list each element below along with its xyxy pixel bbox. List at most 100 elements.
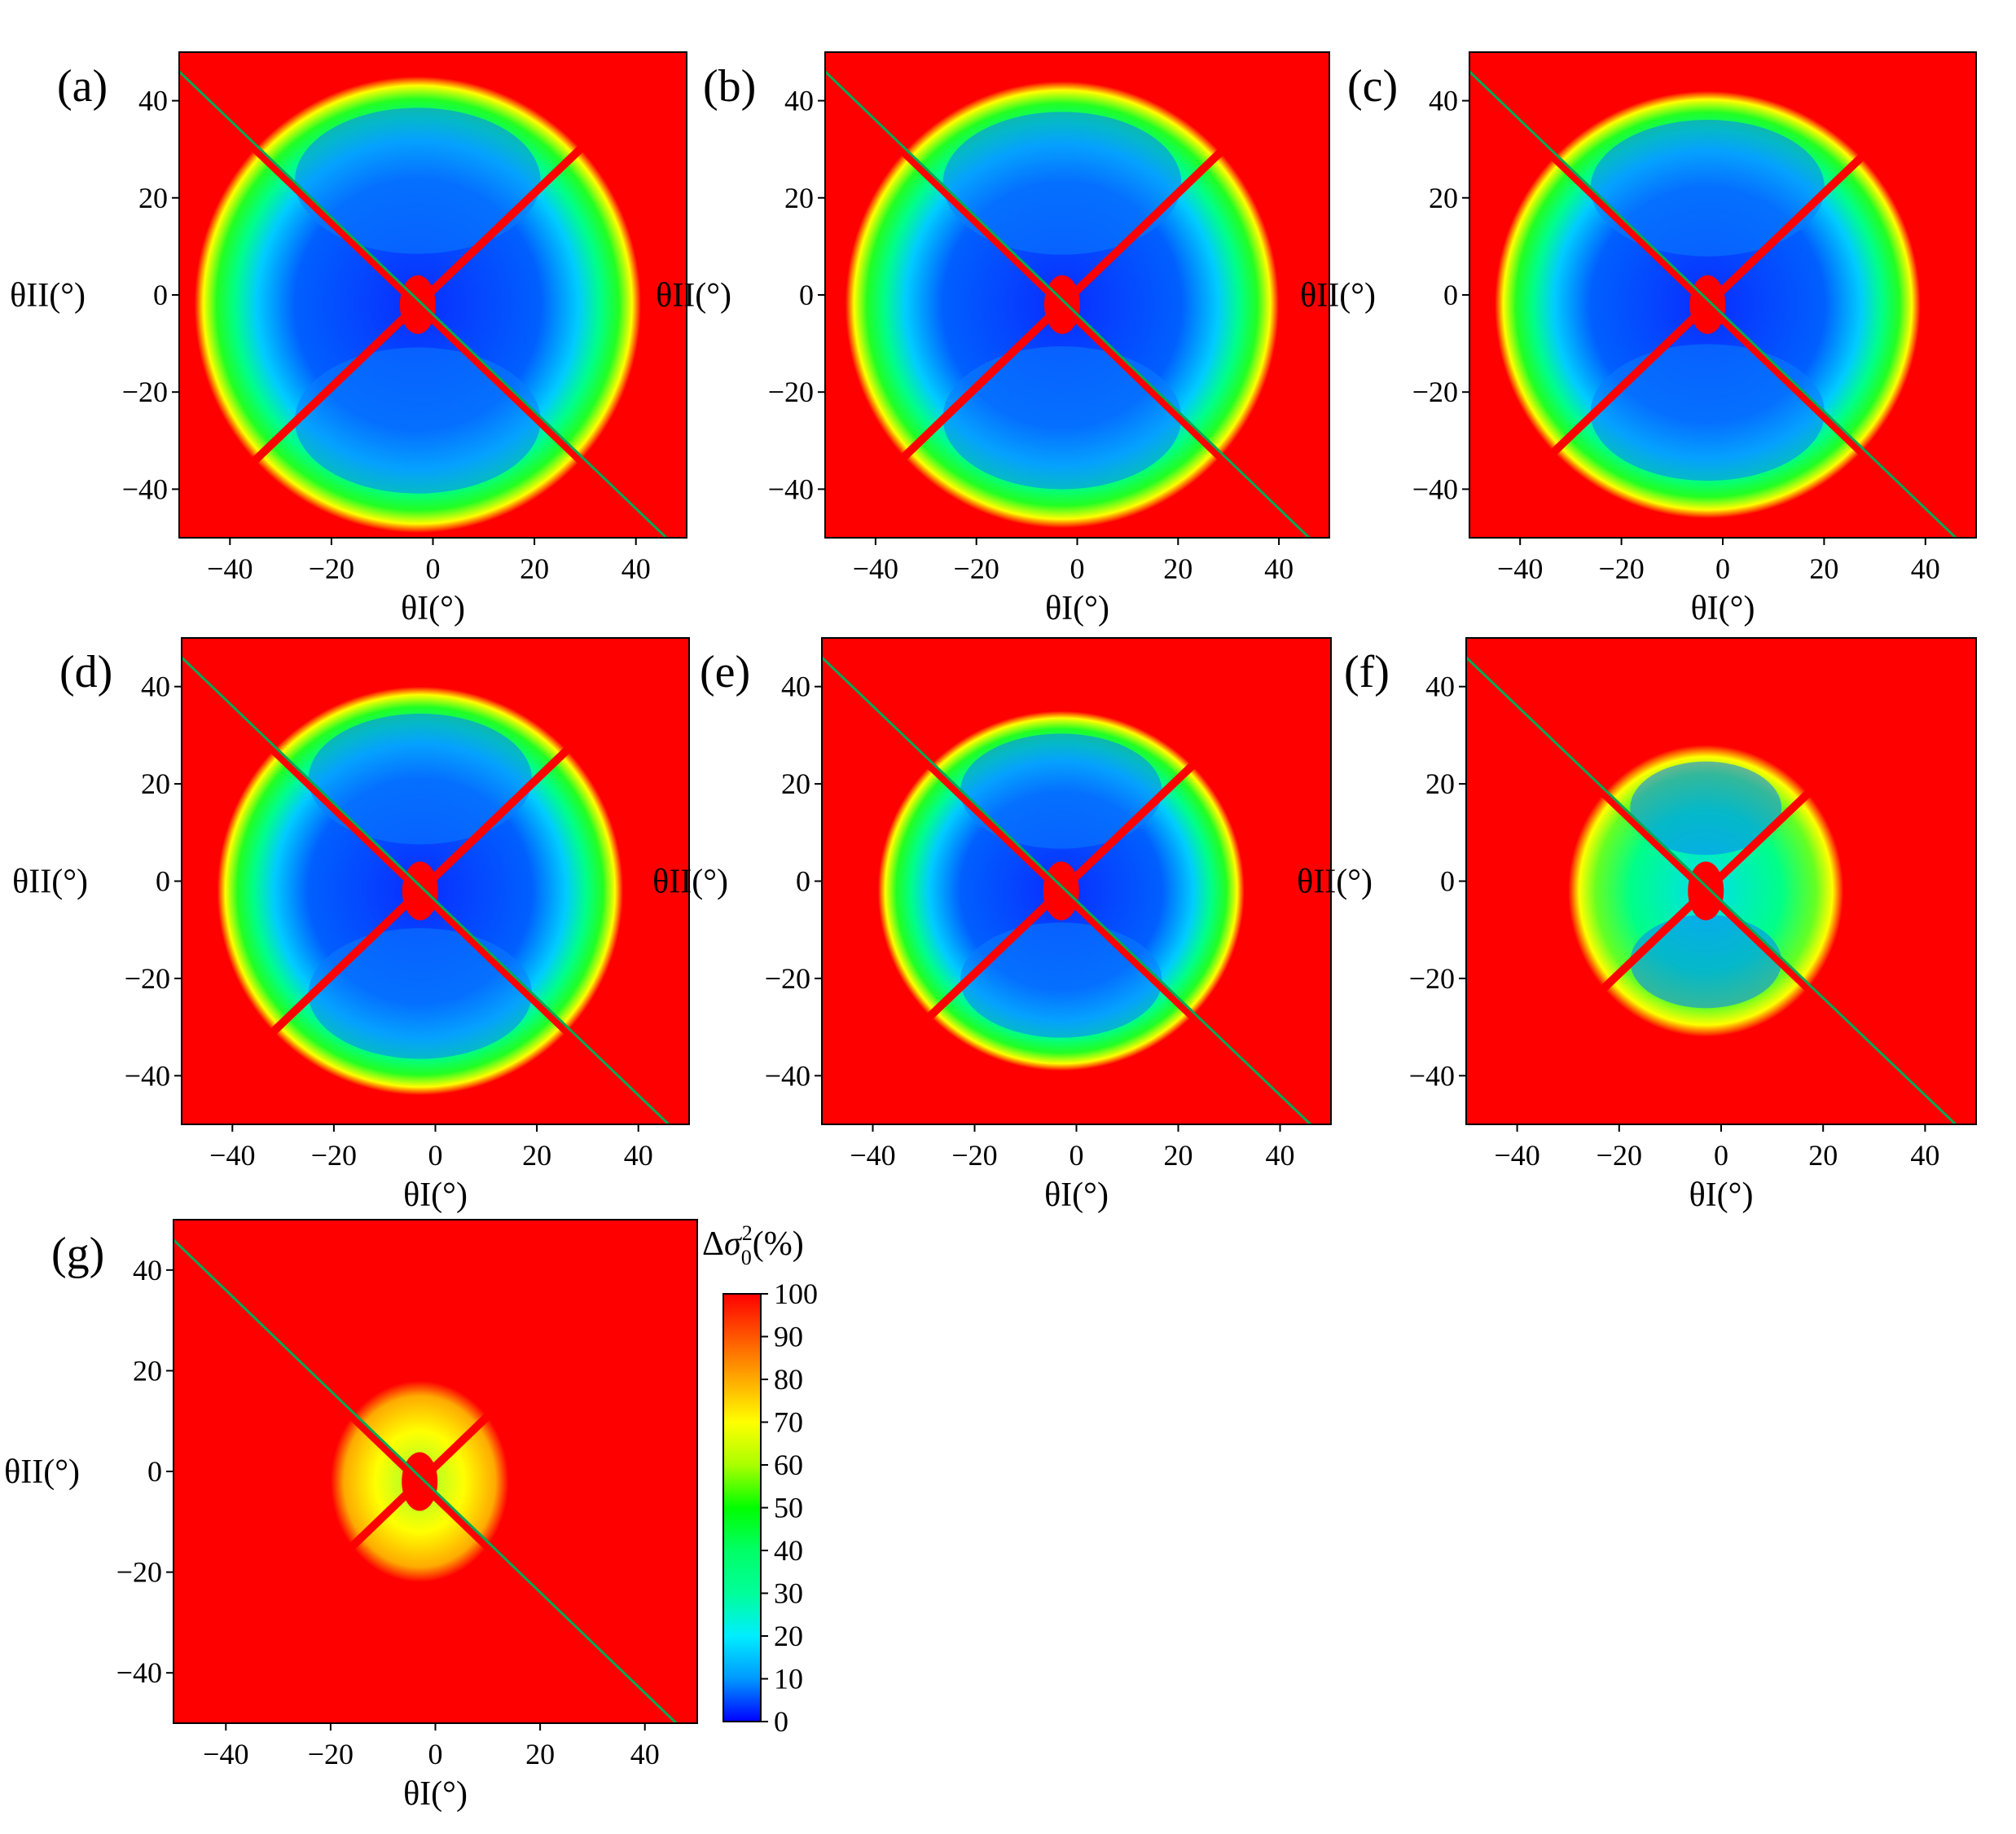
x-axis-label: θI(°)	[1045, 590, 1109, 627]
colorbar-tick-label: 100	[774, 1278, 818, 1310]
x-tick-label: 0	[426, 552, 441, 585]
panel-a: −40 −20 0 20 40 40 20 0 −20 −40 (a) θI(°) θII(°)	[10, 51, 687, 627]
colorbar-title-delta: Δ	[702, 1225, 724, 1263]
panel-label: (d)	[59, 647, 112, 697]
y-tick-label: 20	[138, 182, 168, 214]
y-tick-label: 20	[1429, 182, 1458, 214]
colorbar-title-sup: 2	[742, 1221, 753, 1245]
upper-lobe	[295, 108, 541, 254]
thin-diagonal-line	[1466, 656, 1957, 1124]
x-tick-label: 40	[630, 1738, 660, 1770]
x-axis-label: θI(°)	[1691, 590, 1755, 627]
y-axis-label: θII(°)	[10, 277, 86, 314]
colorbar-gradient	[723, 1293, 762, 1722]
y-axis-label: θII(°)	[1297, 864, 1373, 901]
x-tick-label: −20	[308, 1738, 354, 1770]
y-axis-label: θII(°)	[656, 277, 731, 314]
y-tick-label: 0	[1440, 865, 1455, 898]
panel-label: (g)	[51, 1229, 104, 1279]
x-tick-label: 0	[1714, 1139, 1728, 1172]
colorbar-tick-label: 70	[774, 1406, 803, 1439]
colorbar-tick-label: 0	[774, 1705, 788, 1738]
x-tick-label: −20	[1597, 1139, 1642, 1172]
x-tick-label: 20	[1809, 552, 1838, 585]
y-tick-label: 40	[1425, 671, 1455, 703]
heatmap-area	[173, 1220, 697, 1723]
y-tick-label: −40	[116, 1656, 162, 1689]
x-tick-label: −40	[1494, 1139, 1539, 1172]
y-tick-label: −20	[122, 376, 168, 408]
x-tick-label: 0	[428, 1738, 443, 1770]
x-tick-label: 40	[1911, 552, 1940, 585]
center-high-region	[1689, 275, 1726, 334]
x-tick-label: 40	[1266, 1139, 1295, 1172]
y-tick-label: 40	[133, 1254, 162, 1286]
upper-lobe	[1630, 761, 1782, 855]
y-tick-label: −40	[768, 473, 814, 505]
y-tick-label: −40	[125, 1059, 170, 1092]
colorbar-tick-label: 10	[774, 1663, 803, 1695]
y-tick-label: −40	[1409, 1059, 1455, 1092]
thin-diagonal-line	[173, 1238, 678, 1723]
y-tick-label: 20	[133, 1354, 162, 1387]
lower-lobe	[308, 928, 532, 1059]
x-tick-label: −40	[203, 1738, 248, 1770]
x-tick-label: 40	[621, 552, 651, 585]
center-high-region	[402, 1452, 438, 1511]
colorbar-tick-label: 80	[774, 1363, 803, 1396]
heatmap-area	[1466, 638, 1976, 1124]
panel-label: (e)	[700, 647, 750, 697]
x-axis-label: θI(°)	[403, 1176, 468, 1214]
y-tick-label: 20	[141, 767, 170, 800]
y-tick-label: −20	[768, 376, 814, 408]
lower-lobe	[960, 922, 1162, 1038]
x-tick-label: −20	[311, 1139, 357, 1172]
x-tick-label: −20	[954, 552, 999, 585]
y-axis-label: θII(°)	[1300, 277, 1376, 314]
panel-g: −40 −20 0 20 40 40 20 0 −20 −40 (g) θI(°) θII(°)	[4, 1219, 698, 1813]
panel-label: (a)	[57, 61, 108, 112]
thin-diagonal-line	[825, 70, 1311, 538]
x-tick-label: −40	[209, 1139, 255, 1172]
center-high-region	[1688, 861, 1724, 921]
y-tick-label: 0	[153, 279, 168, 311]
x-tick-label: 0	[1715, 552, 1730, 585]
y-tick-label: −40	[122, 473, 168, 505]
center-high-region	[399, 275, 436, 334]
heatmap-area	[1469, 52, 1976, 538]
x-tick-label: 20	[1163, 552, 1192, 585]
x-tick-label: 40	[624, 1139, 653, 1172]
x-tick-label: −20	[309, 552, 354, 585]
x-axis-label: θI(°)	[401, 590, 465, 627]
y-tick-label: −20	[125, 962, 170, 995]
panel-label: (b)	[703, 61, 756, 112]
upper-lobe	[942, 112, 1182, 255]
y-tick-label: 0	[147, 1455, 162, 1488]
colorbar-title-sub: 0	[741, 1246, 752, 1269]
x-tick-label: −40	[207, 552, 253, 585]
y-tick-label: 20	[784, 182, 814, 214]
y-tick-label: 40	[784, 85, 814, 117]
center-high-region	[1043, 861, 1079, 921]
y-tick-label: 0	[1443, 279, 1458, 311]
x-tick-label: 20	[525, 1738, 555, 1770]
y-tick-label: −20	[765, 962, 810, 995]
panel-f: −40 −20 0 20 40 40 20 0 −20 −40 (f) θI(°) θII(°)	[1297, 637, 1977, 1214]
thin-diagonal-line	[822, 656, 1312, 1124]
x-tick-label: 20	[1164, 1139, 1193, 1172]
colorbar-tick-label: 20	[774, 1620, 803, 1652]
x-tick-label: 20	[1808, 1139, 1838, 1172]
x-tick-label: −40	[1497, 552, 1543, 585]
y-tick-label: 0	[796, 865, 810, 898]
x-tick-label: −20	[1598, 552, 1644, 585]
x-axis-label: θI(°)	[403, 1775, 468, 1813]
y-tick-label: 0	[156, 865, 170, 898]
x-tick-label: 20	[522, 1139, 551, 1172]
heatmap-area	[179, 52, 687, 538]
y-tick-label: −40	[1412, 473, 1458, 505]
colorbar-title-sigma: σ	[724, 1225, 743, 1263]
panel-label: (c)	[1347, 61, 1398, 112]
center-high-region	[1043, 275, 1080, 334]
